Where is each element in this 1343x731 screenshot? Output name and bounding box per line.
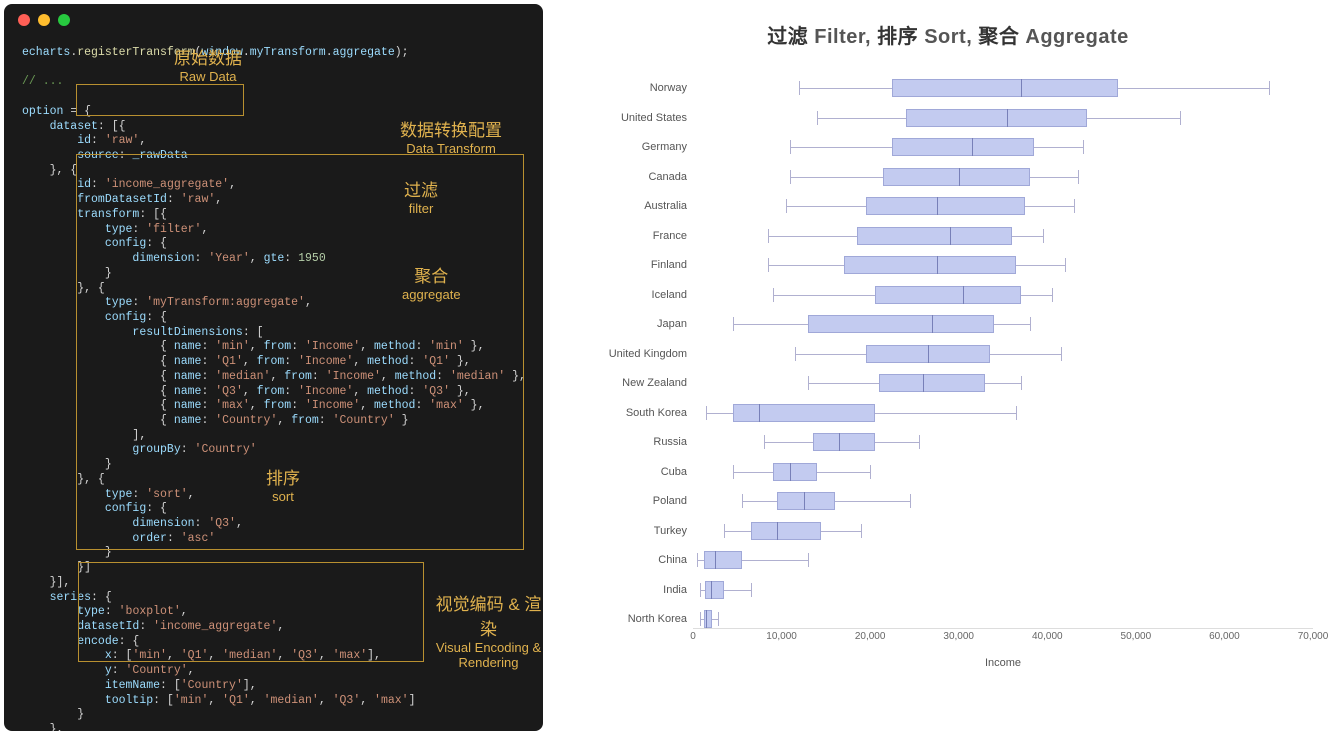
boxplot-row [693,610,1313,628]
x-tick-label: 20,000 [855,631,886,642]
y-axis-label: Turkey [587,525,687,537]
boxplot-row [693,286,1313,304]
boxplot-row [693,138,1313,156]
x-tick-label: 0 [690,631,696,642]
y-axis-label: United States [587,112,687,124]
chart-pane: 过滤 Filter, 排序 Sort, 聚合 Aggregate NorwayU… [543,0,1343,727]
y-axis-label: Iceland [587,289,687,301]
y-axis-label: Russia [587,436,687,448]
boxplot-row [693,404,1313,422]
y-axis-label: Canada [587,171,687,183]
boxplot-row [693,463,1313,481]
boxplot-chart: NorwayUnited StatesGermanyCanadaAustrali… [693,69,1313,659]
x-tick-label: 60,000 [1209,631,1240,642]
boxplot-row [693,227,1313,245]
chart-title: 过滤 Filter, 排序 Sort, 聚合 Aggregate [583,20,1313,49]
boxplot-row [693,581,1313,599]
x-tick-label: 40,000 [1032,631,1063,642]
x-tick-label: 30,000 [943,631,974,642]
boxplot-row [693,374,1313,392]
minimize-icon[interactable] [38,14,50,26]
close-icon[interactable] [18,14,30,26]
boxplot-row [693,256,1313,274]
y-axis-label: China [587,554,687,566]
x-axis [693,628,1313,629]
y-axis-label: North Korea [587,613,687,625]
y-axis-label: Japan [587,318,687,330]
x-tick-label: 70,000 [1298,631,1329,642]
boxplot-row [693,197,1313,215]
boxplot-row [693,551,1313,569]
y-axis-label: India [587,584,687,596]
code-content: echarts.registerTransform(window.myTrans… [4,40,543,731]
y-axis-label: France [587,230,687,242]
y-axis-label: Finland [587,259,687,271]
boxplot-row [693,315,1313,333]
maximize-icon[interactable] [58,14,70,26]
boxplot-row [693,345,1313,363]
y-axis-label: Cuba [587,466,687,478]
y-axis-label: Germany [587,141,687,153]
y-axis-label: Australia [587,200,687,212]
x-axis-title: Income [985,657,1021,669]
y-axis-label: Norway [587,82,687,94]
code-editor-pane: echarts.registerTransform(window.myTrans… [4,4,543,731]
x-tick-label: 50,000 [1121,631,1152,642]
x-tick-label: 10,000 [766,631,797,642]
y-axis-label: New Zealand [587,377,687,389]
boxplot-row [693,109,1313,127]
y-axis-label: South Korea [587,407,687,419]
window-controls [18,14,70,26]
boxplot-row [693,433,1313,451]
y-axis-label: United Kingdom [587,348,687,360]
boxplot-row [693,79,1313,97]
boxplot-row [693,522,1313,540]
y-axis-label: Poland [587,495,687,507]
boxplot-row [693,168,1313,186]
boxplot-row [693,492,1313,510]
